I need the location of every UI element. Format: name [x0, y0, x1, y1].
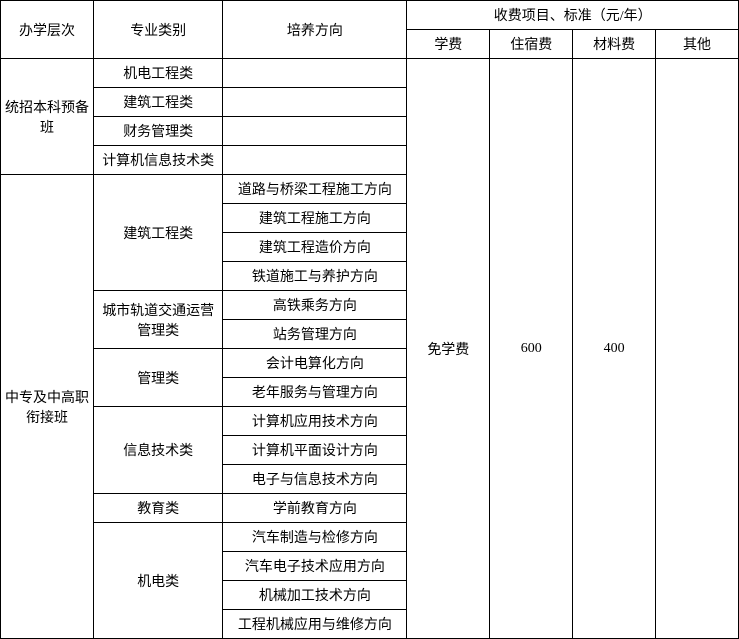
- header-other: 其他: [656, 30, 739, 59]
- cell-direction: 机械加工技术方向: [223, 581, 407, 610]
- cell-direction: 建筑工程施工方向: [223, 204, 407, 233]
- cell-direction: 工程机械应用与维修方向: [223, 610, 407, 639]
- cell-major: 计算机信息技术类: [94, 146, 223, 175]
- header-direction: 培养方向: [223, 1, 407, 59]
- cell-direction: [223, 117, 407, 146]
- header-tuition: 学费: [407, 30, 490, 59]
- cell-major: 城市轨道交通运营管理类: [94, 291, 223, 349]
- cell-direction: 老年服务与管理方向: [223, 378, 407, 407]
- cell-direction: 计算机平面设计方向: [223, 436, 407, 465]
- cell-tuition: 免学费: [407, 59, 490, 639]
- cell-major: 建筑工程类: [94, 175, 223, 291]
- cell-direction: 学前教育方向: [223, 494, 407, 523]
- cell-major: 信息技术类: [94, 407, 223, 494]
- cell-major: 管理类: [94, 349, 223, 407]
- cell-direction: 高铁乘务方向: [223, 291, 407, 320]
- cell-major: 财务管理类: [94, 117, 223, 146]
- cell-direction: 会计电算化方向: [223, 349, 407, 378]
- cell-direction: 道路与桥梁工程施工方向: [223, 175, 407, 204]
- cell-direction: 铁道施工与养护方向: [223, 262, 407, 291]
- cell-major: 机电工程类: [94, 59, 223, 88]
- cell-major: 教育类: [94, 494, 223, 523]
- header-material: 材料费: [573, 30, 656, 59]
- cell-material: 400: [573, 59, 656, 639]
- cell-direction: 建筑工程造价方向: [223, 233, 407, 262]
- cell-direction: 汽车制造与检修方向: [223, 523, 407, 552]
- cell-major: 建筑工程类: [94, 88, 223, 117]
- header-major: 专业类别: [94, 1, 223, 59]
- header-fee-group: 收费项目、标准（元/年）: [407, 1, 739, 30]
- cell-direction: 站务管理方向: [223, 320, 407, 349]
- cell-major: 机电类: [94, 523, 223, 639]
- cell-direction: [223, 59, 407, 88]
- cell-direction: [223, 146, 407, 175]
- table-header-row: 办学层次 专业类别 培养方向 收费项目、标准（元/年）: [1, 1, 739, 30]
- fee-table: 办学层次 专业类别 培养方向 收费项目、标准（元/年） 学费 住宿费 材料费 其…: [0, 0, 739, 639]
- table-row: 统招本科预备班 机电工程类 免学费 600 400: [1, 59, 739, 88]
- cell-level-a: 统招本科预备班: [1, 59, 94, 175]
- cell-direction: 电子与信息技术方向: [223, 465, 407, 494]
- header-level: 办学层次: [1, 1, 94, 59]
- header-dorm: 住宿费: [490, 30, 573, 59]
- cell-direction: [223, 88, 407, 117]
- cell-direction: 汽车电子技术应用方向: [223, 552, 407, 581]
- cell-level-b: 中专及中高职衔接班: [1, 175, 94, 639]
- cell-direction: 计算机应用技术方向: [223, 407, 407, 436]
- cell-dorm: 600: [490, 59, 573, 639]
- cell-other: [656, 59, 739, 639]
